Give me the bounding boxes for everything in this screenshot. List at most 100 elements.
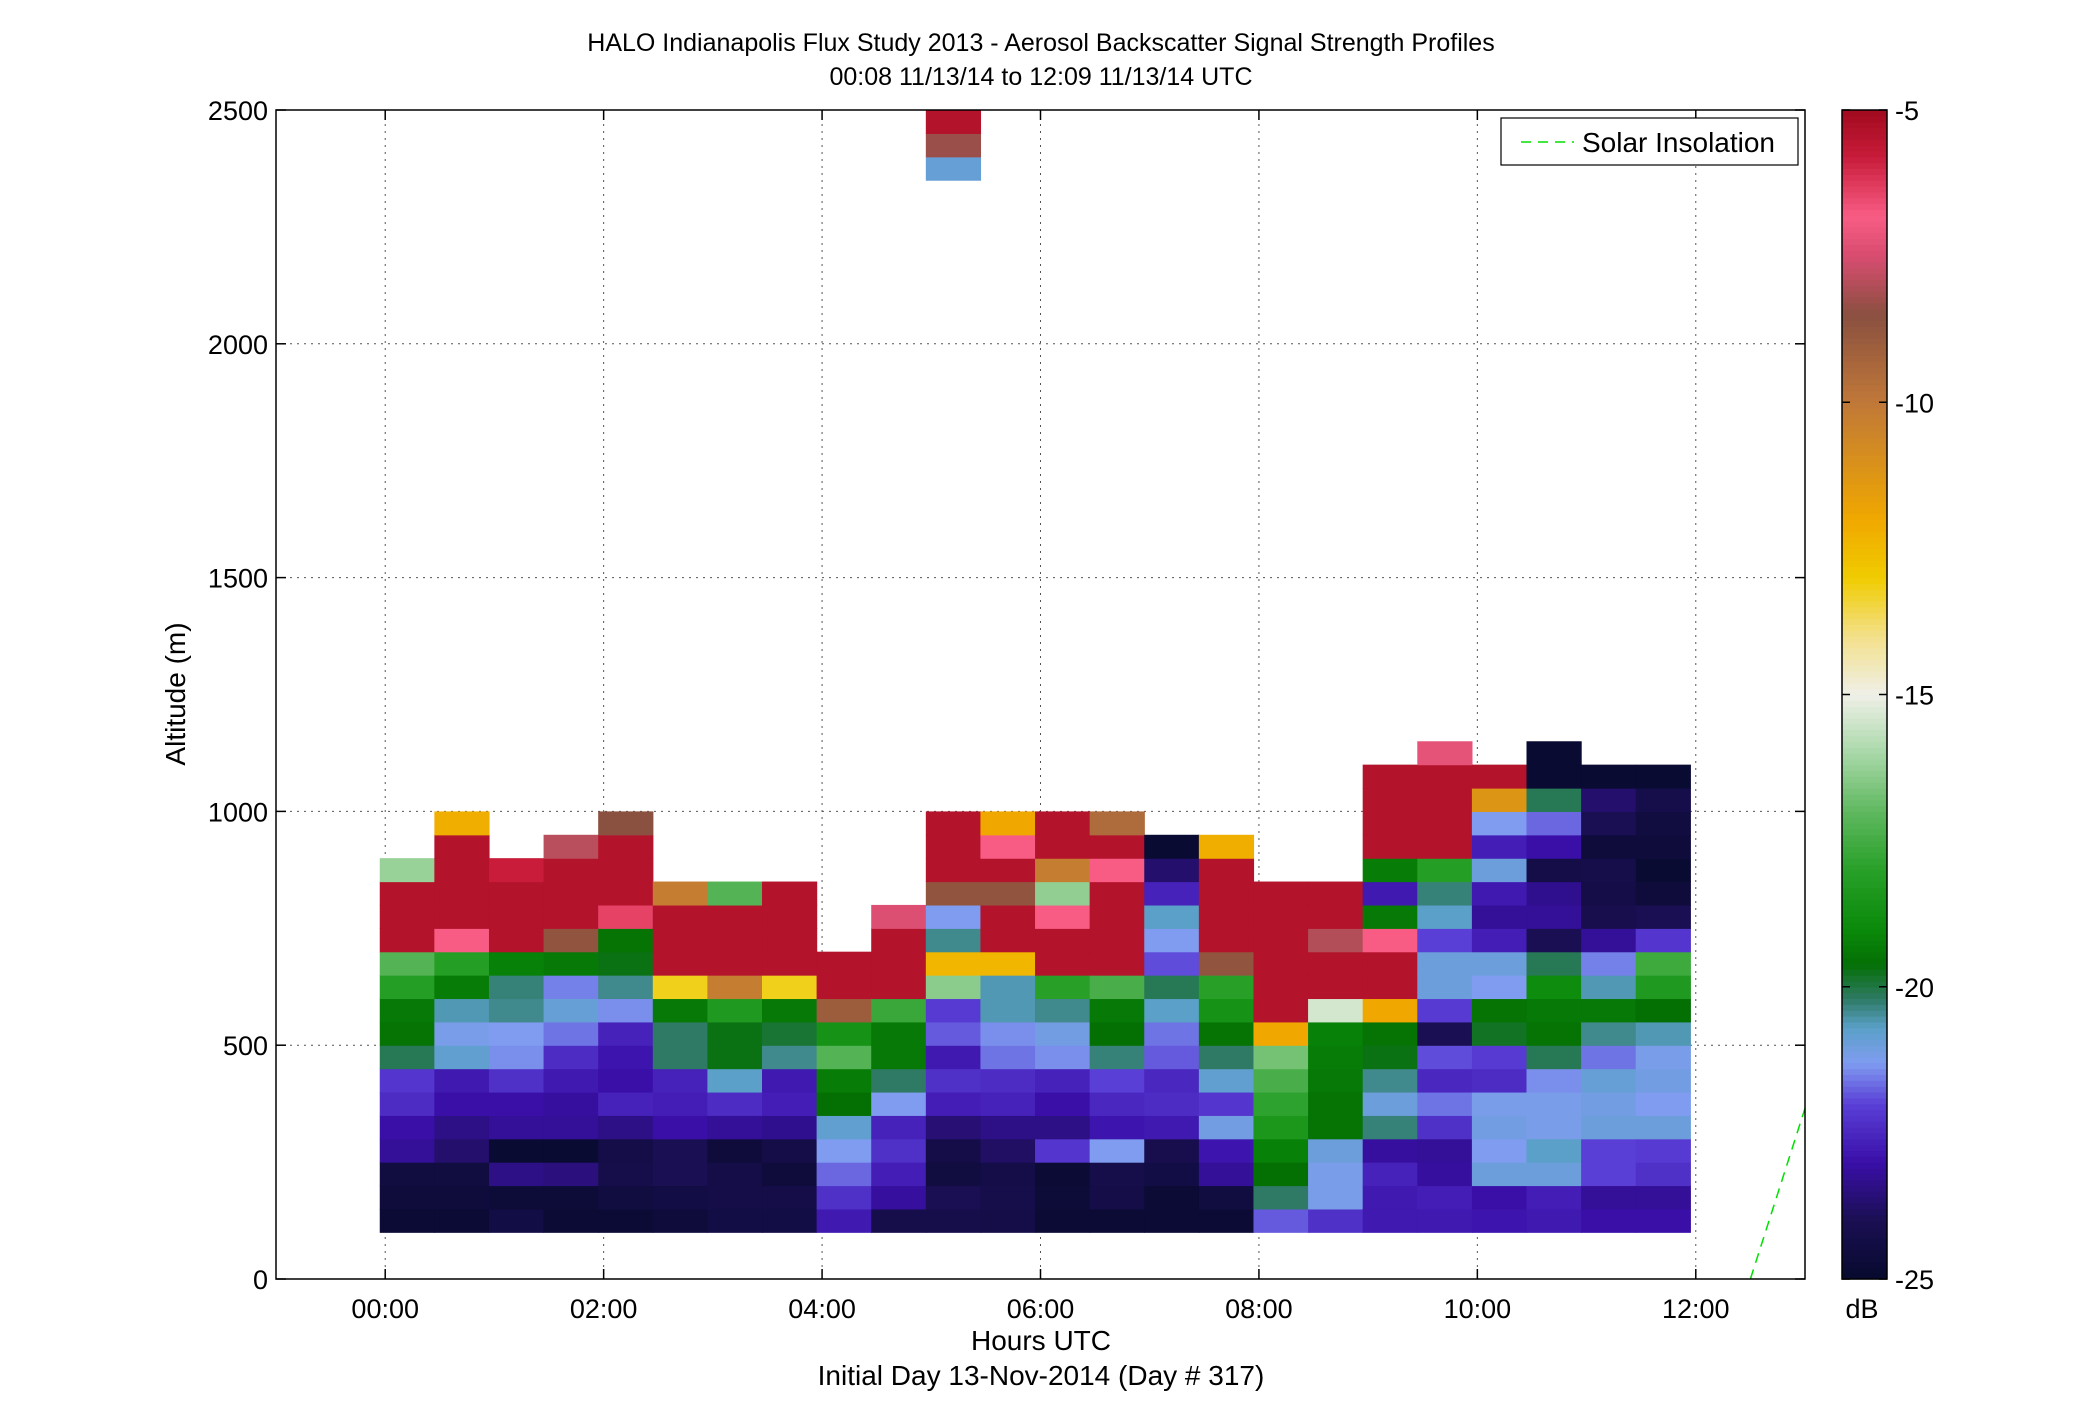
- heatmap-cell: [1581, 998, 1637, 1023]
- colorbar-segment: [1842, 1086, 1887, 1093]
- heatmap-cell: [980, 1208, 1036, 1233]
- colorbar-segment: [1842, 817, 1887, 824]
- heatmap-cell: [1471, 1162, 1528, 1187]
- heatmap-cell: [1362, 1162, 1418, 1187]
- colorbar-segment: [1842, 150, 1887, 158]
- heatmap-cell: [707, 951, 763, 976]
- colorbar-segment: [1842, 969, 1887, 976]
- y-tick-label: 1500: [208, 564, 268, 594]
- heatmap-cell: [1035, 881, 1091, 906]
- heatmap-cell: [1635, 764, 1691, 789]
- heatmap-cell: [1144, 928, 1200, 953]
- colorbar-segment: [1842, 454, 1887, 462]
- colorbar-segment: [1842, 998, 1887, 1005]
- colorbar-segment: [1842, 723, 1887, 731]
- heatmap-cell: [1253, 975, 1309, 1000]
- heatmap-cell: [1144, 1138, 1200, 1163]
- heatmap-cell: [434, 975, 490, 1000]
- heatmap-cell: [1635, 928, 1691, 953]
- heatmap-cell: [1635, 1208, 1691, 1233]
- colorbar-segment: [1842, 408, 1887, 415]
- colorbar-segment: [1842, 1039, 1887, 1046]
- heatmap-cell: [1581, 904, 1637, 929]
- colorbar-segment: [1842, 700, 1887, 707]
- heatmap-cell: [543, 1068, 599, 1093]
- heatmap-cell: [816, 1115, 872, 1140]
- colorbar-segment: [1842, 1167, 1887, 1175]
- heatmap-cell: [1417, 975, 1473, 1000]
- heatmap-cell: [1253, 1138, 1309, 1163]
- colorbar-segment: [1842, 349, 1887, 357]
- colorbar-segment: [1842, 1220, 1887, 1227]
- heatmap-cell: [1471, 1045, 1528, 1070]
- heatmap-cell: [980, 1115, 1036, 1140]
- heatmap-cell: [1471, 811, 1528, 836]
- colorbar-segment: [1842, 1127, 1887, 1134]
- heatmap-cell: [980, 998, 1036, 1023]
- colorbar-tick-label: -10: [1895, 388, 1934, 418]
- heatmap-cell: [707, 1138, 763, 1163]
- heatmap-cell: [871, 904, 927, 929]
- heatmap-cell: [598, 811, 654, 836]
- heatmap-cell: [1362, 1068, 1418, 1093]
- heatmap-cell: [1362, 764, 1418, 789]
- heatmap-cell: [1144, 1068, 1200, 1093]
- colorbar-segment: [1842, 1144, 1887, 1152]
- heatmap-cell: [598, 881, 654, 906]
- colorbar-segment: [1842, 682, 1887, 690]
- heatmap-cell: [543, 928, 599, 953]
- heatmap-cell: [1089, 1138, 1145, 1163]
- heatmap-cell: [980, 1091, 1036, 1116]
- heatmap-cell: [707, 1091, 763, 1116]
- heatmap-cell: [652, 904, 708, 929]
- colorbar-segment: [1842, 168, 1887, 175]
- heatmap-cell: [1253, 1162, 1309, 1187]
- heatmap-cell: [1635, 1185, 1691, 1210]
- colorbar-segment: [1842, 776, 1887, 783]
- heatmap-cell: [1089, 998, 1145, 1023]
- heatmap-cell: [1417, 834, 1473, 859]
- colorbar-segment: [1842, 939, 1887, 947]
- heatmap-cell: [1526, 858, 1582, 883]
- heatmap-cell: [925, 1208, 982, 1233]
- colorbar-segment: [1842, 899, 1887, 906]
- colorbar-segment: [1842, 665, 1887, 672]
- colorbar-segment: [1842, 571, 1887, 579]
- colorbar-segment: [1842, 1261, 1887, 1268]
- colorbar-segment: [1842, 1138, 1887, 1146]
- heatmap-cell: [488, 975, 545, 1000]
- colorbar-segment: [1842, 887, 1887, 894]
- heatmap-cell: [652, 951, 708, 976]
- heatmap-cell: [598, 1162, 654, 1187]
- heatmap-cell: [1526, 834, 1582, 859]
- heatmap-cell: [1089, 811, 1145, 836]
- heatmap-cell: [543, 951, 599, 976]
- heatmap-cell: [379, 998, 435, 1023]
- colorbar-segment: [1842, 1051, 1887, 1058]
- legend-label-solar-insolation: Solar Insolation: [1582, 127, 1775, 158]
- colorbar-tick-label: -15: [1895, 681, 1934, 711]
- colorbar-segment: [1842, 828, 1887, 836]
- heatmap-cell: [1362, 881, 1418, 906]
- colorbar-segment: [1842, 922, 1887, 929]
- heatmap-cell: [871, 1091, 927, 1116]
- heatmap-cell: [488, 1115, 545, 1140]
- heatmap-cell: [379, 881, 435, 906]
- heatmap-cell: [1362, 834, 1418, 859]
- colorbar-segment: [1842, 1232, 1887, 1239]
- colorbar-tick-label: -5: [1895, 96, 1919, 126]
- heatmap-cell: [379, 951, 435, 976]
- heatmap-cell: [1144, 834, 1200, 859]
- heatmap-cell: [1417, 1162, 1473, 1187]
- colorbar-segment: [1842, 712, 1887, 719]
- x-tick-label: 08:00: [1225, 1294, 1293, 1324]
- colorbar-segment: [1842, 273, 1887, 281]
- heatmap-cell: [1362, 1185, 1418, 1210]
- colorbar-segment: [1842, 1080, 1887, 1087]
- heatmap-cell: [762, 1045, 818, 1070]
- heatmap-cell: [379, 1021, 435, 1046]
- colorbar-segment: [1842, 951, 1887, 959]
- heatmap-cell: [1308, 998, 1364, 1023]
- heatmap-cell: [434, 1021, 490, 1046]
